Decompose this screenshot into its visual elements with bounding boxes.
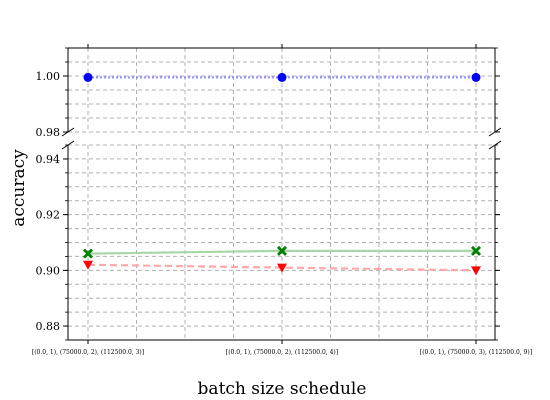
upper-axes-panel: 0.98 1.00 — [36, 44, 500, 139]
series-marker-triangle — [83, 260, 93, 270]
series-marker-x — [277, 245, 287, 256]
series-marker-circle — [277, 72, 287, 82]
x-axis-label: batch size schedule — [198, 379, 367, 399]
lower-tick-label: 0.90 — [36, 264, 61, 277]
break-mark — [488, 127, 502, 137]
series-marker-x — [471, 245, 481, 256]
axis-break-marks — [61, 127, 502, 150]
y-axis-label: accuracy — [9, 149, 29, 227]
break-mark — [61, 127, 75, 137]
series-marker-circle — [83, 72, 93, 82]
x-category-label: [(0.0, 1), (75000.0, 2), (112500.0, 3)] — [32, 349, 144, 356]
lower-tick-label: 0.92 — [36, 209, 61, 222]
series-marker-triangle — [277, 263, 287, 273]
series-layer — [83, 72, 481, 276]
upper-tick-label: 0.98 — [36, 126, 61, 139]
series-marker-triangle — [471, 266, 481, 276]
lower-axes-panel: 0.88 0.90 0.92 0.94 — [36, 144, 500, 344]
lower-tick-label: 0.94 — [36, 153, 61, 166]
break-mark — [61, 140, 75, 150]
x-category-labels: [(0.0, 1), (75000.0, 2), (112500.0, 3)] [… — [32, 349, 532, 356]
lower-tick-label: 0.88 — [36, 320, 61, 333]
series-marker-circle — [471, 72, 481, 82]
break-mark — [488, 140, 502, 150]
series-line — [87, 263, 477, 272]
series-marker-x — [83, 248, 93, 259]
x-category-label: [(0.0, 1), (75000.0, 2), (112500.0, 4)] — [226, 349, 338, 356]
x-category-label: [(0.0, 1), (75000.0, 3), (112500.0, 9)] — [420, 349, 532, 356]
upper-tick-label: 1.00 — [36, 70, 61, 83]
